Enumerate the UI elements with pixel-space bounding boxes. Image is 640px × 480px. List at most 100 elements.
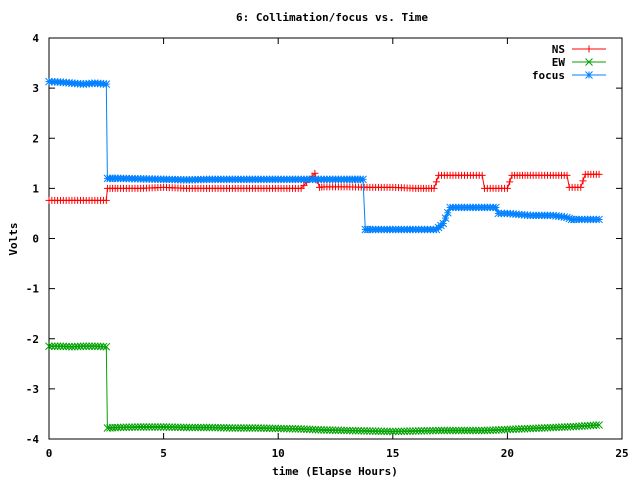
data-point xyxy=(325,426,334,434)
data-point xyxy=(191,423,199,432)
data-point xyxy=(535,424,543,432)
data-point xyxy=(430,184,438,192)
data-point xyxy=(56,342,65,351)
data-point xyxy=(469,426,477,435)
data-point xyxy=(179,423,188,432)
data-point xyxy=(523,424,532,433)
x-tick-label: 15 xyxy=(386,447,399,460)
data-point xyxy=(182,423,191,432)
data-point xyxy=(368,427,377,435)
data-point xyxy=(151,423,159,431)
data-point xyxy=(592,421,601,430)
data-point xyxy=(208,423,217,432)
data-point xyxy=(271,424,280,433)
data-point xyxy=(116,423,125,432)
data-point xyxy=(503,184,511,192)
data-point xyxy=(354,426,363,435)
data-point xyxy=(73,342,82,351)
data-point xyxy=(119,423,128,432)
data-point xyxy=(345,426,354,435)
data-point xyxy=(515,425,523,433)
data-point xyxy=(156,423,165,431)
x-tick-label: 25 xyxy=(615,447,628,460)
data-point xyxy=(377,427,386,436)
data-point xyxy=(494,425,503,434)
data-point xyxy=(282,424,291,433)
data-point xyxy=(131,423,139,431)
data-point xyxy=(82,342,91,351)
data-point xyxy=(512,425,520,433)
data-point xyxy=(351,426,360,435)
data-point xyxy=(308,425,317,434)
x-tick-label: 10 xyxy=(272,447,285,460)
legend-label-focus: focus xyxy=(532,69,565,82)
data-point xyxy=(549,423,558,432)
data-point xyxy=(148,423,156,431)
data-point xyxy=(566,422,575,431)
data-point xyxy=(331,426,340,435)
data-point xyxy=(237,424,245,432)
data-point xyxy=(196,423,205,432)
data-point xyxy=(454,426,463,435)
data-point xyxy=(159,423,168,431)
data-point xyxy=(506,178,514,186)
data-point xyxy=(257,424,265,432)
data-point xyxy=(371,427,380,435)
data-point xyxy=(474,426,483,435)
data-point xyxy=(171,423,179,432)
series-ns xyxy=(45,169,603,204)
chart-title: 6: Collimation/focus vs. Time xyxy=(236,11,428,24)
data-point xyxy=(154,423,162,431)
data-point xyxy=(251,424,260,432)
data-point xyxy=(348,426,357,435)
data-point xyxy=(595,170,603,178)
data-point xyxy=(79,342,88,351)
data-point xyxy=(102,80,111,88)
data-point xyxy=(202,423,211,432)
data-point xyxy=(136,423,145,431)
data-point xyxy=(214,423,222,432)
data-point xyxy=(199,423,208,432)
data-point xyxy=(113,423,122,432)
data-point xyxy=(357,426,366,435)
data-point xyxy=(520,424,529,433)
data-point xyxy=(340,426,348,435)
data-point xyxy=(529,424,538,433)
data-point xyxy=(466,426,475,435)
data-point xyxy=(443,426,452,435)
data-point xyxy=(480,426,489,435)
data-point xyxy=(277,424,285,433)
data-point xyxy=(472,426,480,435)
data-point xyxy=(302,425,311,434)
data-point xyxy=(59,342,68,351)
data-point xyxy=(93,342,102,351)
data-point xyxy=(231,424,240,432)
data-point xyxy=(432,178,440,186)
data-point xyxy=(68,342,76,351)
data-point xyxy=(437,426,446,435)
y-tick-label: -4 xyxy=(26,433,40,446)
legend-marker-ew xyxy=(585,58,593,66)
data-point xyxy=(431,426,440,435)
data-point xyxy=(374,427,383,436)
data-point xyxy=(194,423,202,432)
data-point xyxy=(205,423,214,432)
data-point xyxy=(85,342,93,351)
data-point xyxy=(386,427,394,436)
data-point xyxy=(552,423,560,432)
data-point xyxy=(328,426,337,435)
data-point xyxy=(102,196,110,204)
data-point xyxy=(262,424,271,433)
y-tick-label: 1 xyxy=(32,182,39,195)
data-point xyxy=(265,424,274,433)
data-point xyxy=(188,423,197,432)
data-point xyxy=(219,423,228,432)
data-point xyxy=(65,342,73,351)
data-point xyxy=(125,423,134,432)
data-point xyxy=(225,424,234,432)
data-point xyxy=(185,423,194,432)
data-point xyxy=(53,342,62,351)
data-point xyxy=(391,427,400,436)
data-point xyxy=(532,424,540,433)
